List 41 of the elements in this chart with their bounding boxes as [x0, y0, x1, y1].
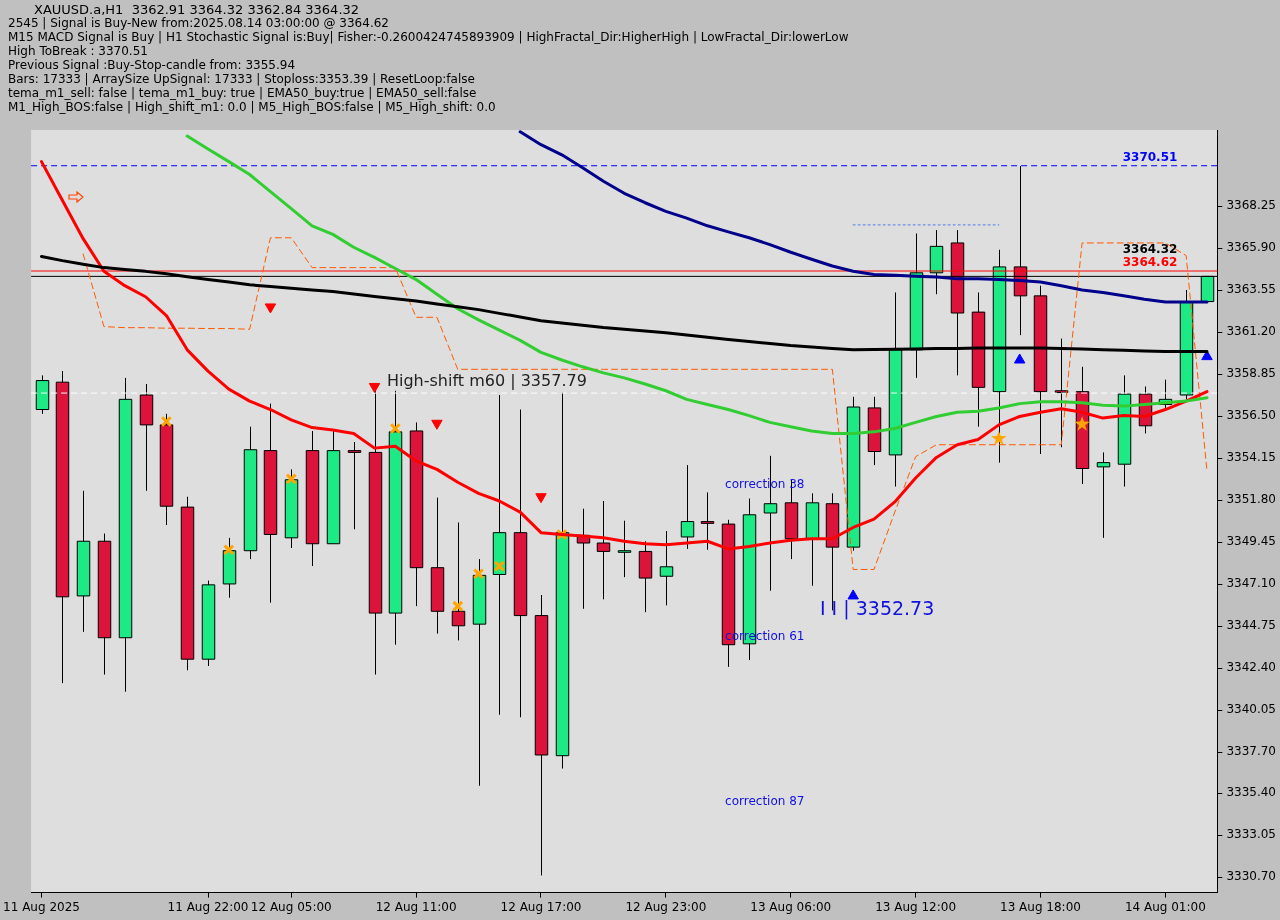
y-tick-label: 3342.40 — [1226, 660, 1276, 675]
x-tick-label: 13 Aug 12:00 — [875, 899, 957, 914]
text: M15 MACD Signal is Buy | H1 Stochastic Signal is:Buy| Fisher:-0.2600424745893909 | HighFractal_Dir:HigherHigh | LowFractal_Dir:lowerLow — [8, 30, 849, 45]
ref-line-label: 3364.62 — [1122, 255, 1178, 270]
y-tick-label: 3354.15 — [1226, 450, 1276, 465]
y-tick-label: 3330.70 — [1226, 869, 1276, 884]
y-tick-label: 3335.40 — [1226, 785, 1276, 800]
ref-line-label: 3370.51 — [1122, 149, 1178, 164]
ref-line-label: 3364.32 — [1122, 242, 1178, 257]
y-tick-label: 3333.05 — [1226, 827, 1276, 842]
text: 2545 | Signal is Buy-New from:2025.08.14 03:00:00 @ 3364.62 — [8, 16, 389, 31]
x-tick-label: 11 Aug 2025 — [3, 899, 80, 914]
x-tick-label: 12 Aug 05:00 — [250, 899, 332, 914]
y-tick-label: 3349.45 — [1226, 534, 1276, 549]
chart-title: XAUUSD.a,H1 3362.91 3364.32 3362.84 3364.32 — [34, 1, 360, 17]
text: Bars: 17333 | ArraySize UpSignal: 17333 | Stoploss:3353.39 | ResetLoop:false — [8, 72, 475, 87]
y-tick-label: 3363.55 — [1226, 282, 1276, 297]
y-tick-label: 3340.05 — [1226, 702, 1276, 717]
x-tick-label: 14 Aug 01:00 — [1124, 899, 1206, 914]
annotation: correction 87 — [725, 793, 805, 808]
x-tick-label: 12 Aug 23:00 — [625, 899, 707, 914]
text: High ToBreak : 3370.51 — [8, 44, 148, 59]
x-tick-label: 13 Aug 18:00 — [1000, 899, 1081, 914]
y-tick-label: 3368.25 — [1226, 198, 1276, 213]
y-tick-label: 3351.80 — [1226, 492, 1276, 507]
y-tick-label: 3358.85 — [1226, 366, 1276, 381]
text: tema_m1_sell: false | tema_m1_buy: true | EMA50_buy:true | EMA50_sell:false — [8, 86, 477, 101]
y-tick-label: 3344.75 — [1226, 618, 1276, 633]
x-tick-label: 12 Aug 11:00 — [375, 899, 457, 914]
y-tick-label: 3356.50 — [1226, 408, 1276, 423]
y-tick-label: 3361.20 — [1226, 324, 1276, 339]
annotation: I I | 3352.73 — [819, 597, 935, 621]
x-tick-label: 12 Aug 17:00 — [500, 899, 582, 914]
text: Previous Signal :Buy-Stop-candle from: 3355.94 — [8, 58, 296, 73]
y-tick-label: 3347.10 — [1226, 576, 1276, 591]
x-tick-label: 11 Aug 22:00 — [167, 899, 249, 914]
y-tick-label: 3365.90 — [1226, 240, 1276, 255]
text: M1_High_BOS:false | High_shift_m1: 0.0 | M5_High_BOS:false | M5_High_shift: 0.0 — [8, 100, 496, 115]
y-tick-label: 3337.70 — [1226, 744, 1276, 759]
x-tick-label: 13 Aug 06:00 — [750, 899, 832, 914]
annotation: High-shift m60 | 3357.79 — [386, 371, 587, 391]
